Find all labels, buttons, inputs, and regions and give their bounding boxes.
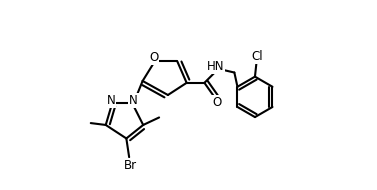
Text: N: N (129, 94, 138, 107)
Text: HN: HN (207, 60, 224, 73)
Text: O: O (149, 51, 158, 64)
Text: O: O (212, 96, 221, 109)
Text: Cl: Cl (251, 51, 263, 63)
Text: N: N (107, 94, 116, 107)
Text: Br: Br (124, 159, 136, 172)
